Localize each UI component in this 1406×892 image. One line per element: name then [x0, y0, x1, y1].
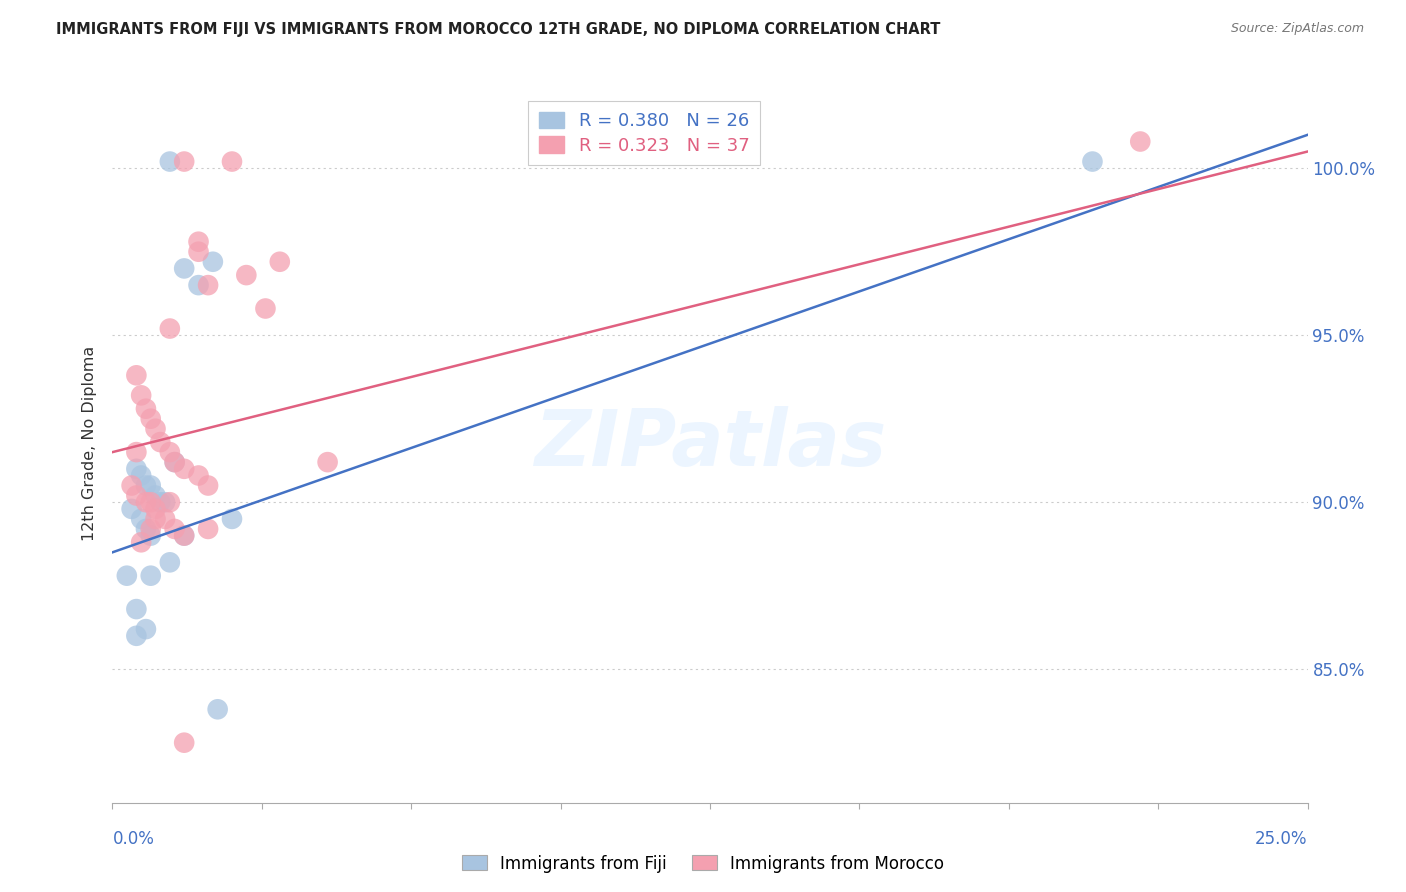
Point	[139, 528, 162, 542]
Point	[1129, 135, 1152, 149]
Point	[129, 535, 152, 549]
Point	[135, 622, 157, 636]
Text: ZIPatlas: ZIPatlas	[534, 406, 886, 482]
Point	[187, 468, 209, 483]
Point	[149, 495, 172, 509]
Point	[125, 489, 148, 503]
Point	[145, 502, 167, 516]
Point	[139, 478, 162, 492]
Point	[173, 261, 195, 276]
Point	[139, 411, 162, 425]
Point	[173, 528, 195, 542]
Legend: R = 0.380   N = 26, R = 0.323   N = 37: R = 0.380 N = 26, R = 0.323 N = 37	[529, 101, 761, 165]
Point	[1081, 154, 1104, 169]
Point	[187, 278, 209, 293]
Point	[135, 495, 157, 509]
Point	[173, 462, 195, 476]
Point	[139, 495, 162, 509]
Text: Source: ZipAtlas.com: Source: ZipAtlas.com	[1230, 22, 1364, 36]
Point	[173, 528, 195, 542]
Point	[197, 278, 219, 293]
Point	[121, 502, 143, 516]
Point	[135, 522, 157, 536]
Point	[145, 422, 167, 436]
Point	[125, 368, 148, 383]
Point	[145, 512, 167, 526]
Point	[197, 478, 219, 492]
Point	[159, 154, 181, 169]
Point	[173, 154, 195, 169]
Point	[145, 489, 167, 503]
Point	[173, 736, 195, 750]
Point	[187, 244, 209, 259]
Point	[129, 512, 152, 526]
Point	[135, 478, 157, 492]
Point	[254, 301, 277, 316]
Point	[153, 512, 176, 526]
Text: 0.0%: 0.0%	[112, 830, 155, 847]
Point	[153, 495, 176, 509]
Legend: Immigrants from Fiji, Immigrants from Morocco: Immigrants from Fiji, Immigrants from Mo…	[456, 848, 950, 880]
Point	[235, 268, 257, 282]
Point	[207, 702, 229, 716]
Point	[159, 445, 181, 459]
Point	[129, 388, 152, 402]
Point	[316, 455, 339, 469]
Point	[159, 555, 181, 569]
Point	[197, 522, 219, 536]
Point	[187, 235, 209, 249]
Y-axis label: 12th Grade, No Diploma: 12th Grade, No Diploma	[82, 346, 97, 541]
Point	[201, 254, 224, 268]
Point	[269, 254, 291, 268]
Text: IMMIGRANTS FROM FIJI VS IMMIGRANTS FROM MOROCCO 12TH GRADE, NO DIPLOMA CORRELATI: IMMIGRANTS FROM FIJI VS IMMIGRANTS FROM …	[56, 22, 941, 37]
Point	[159, 495, 181, 509]
Point	[129, 468, 152, 483]
Point	[221, 154, 243, 169]
Point	[125, 462, 148, 476]
Text: 25.0%: 25.0%	[1256, 830, 1308, 847]
Point	[221, 512, 243, 526]
Point	[135, 401, 157, 416]
Point	[125, 629, 148, 643]
Point	[121, 478, 143, 492]
Point	[163, 522, 186, 536]
Point	[159, 321, 181, 335]
Point	[125, 445, 148, 459]
Point	[139, 568, 162, 582]
Point	[125, 602, 148, 616]
Point	[149, 435, 172, 450]
Point	[139, 522, 162, 536]
Point	[115, 568, 138, 582]
Point	[163, 455, 186, 469]
Point	[163, 455, 186, 469]
